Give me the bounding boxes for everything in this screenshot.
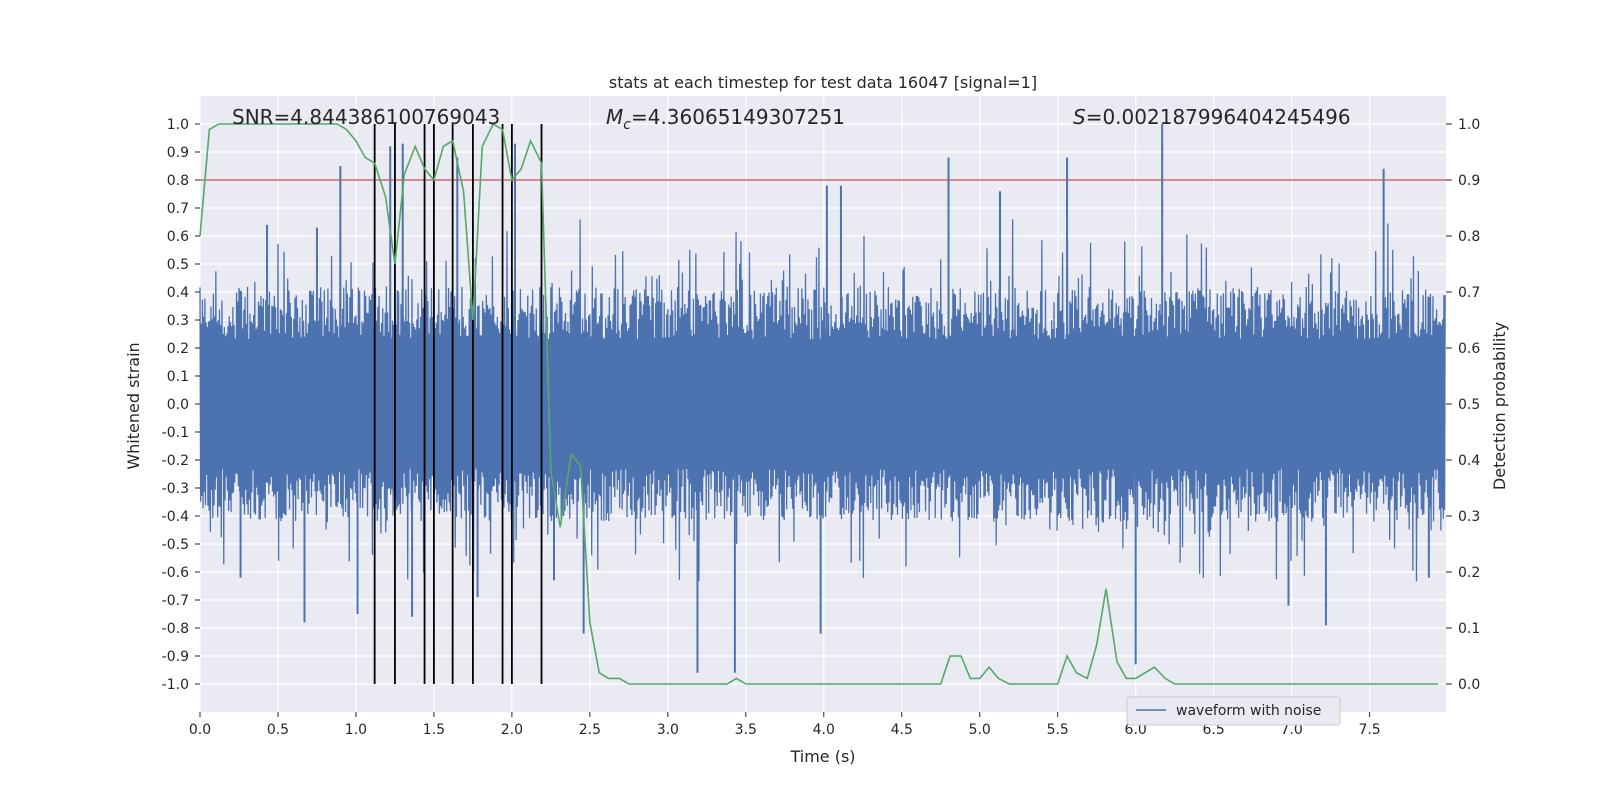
chart-title: stats at each timestep for test data 160…	[609, 73, 1037, 92]
y-tick-label: 0.7	[167, 201, 189, 217]
x-tick-label: 7.0	[1280, 722, 1302, 738]
x-tick-label: 3.0	[657, 722, 679, 738]
legend-box	[1126, 696, 1341, 726]
x-tick-label: 2.0	[501, 722, 523, 738]
y-tick-label: 0.3	[167, 313, 189, 329]
y2-tick-label: 0.1	[1458, 621, 1480, 637]
s-annotation: S=0.002187996404245496	[1073, 105, 1351, 129]
y2-tick-label: 0.9	[1458, 173, 1480, 189]
legend-label: waveform with noise	[1176, 703, 1321, 719]
y-tick-label: 0.2	[167, 341, 189, 357]
y2-tick-label: 0.0	[1458, 677, 1480, 693]
y-tick-label: 0.0	[167, 397, 189, 413]
y-tick-label: -0.5	[162, 537, 189, 553]
x-tick-label: 0.0	[189, 722, 211, 738]
y-tick-label: -0.6	[162, 565, 189, 581]
x-tick-label: 4.0	[813, 722, 835, 738]
y2-tick-label: 1.0	[1458, 117, 1480, 133]
x-tick-label: 1.0	[345, 722, 367, 738]
x-axis-label: Time (s)	[789, 747, 855, 766]
x-tick-label: 6.0	[1125, 722, 1147, 738]
y-tick-label: 0.9	[167, 145, 189, 161]
y-tick-label: 0.6	[167, 229, 189, 245]
y-tick-label: -0.9	[162, 649, 189, 665]
y-tick-label: -0.8	[162, 621, 189, 637]
y2-tick-label: 0.3	[1458, 509, 1480, 525]
x-tick-label: 5.5	[1047, 722, 1069, 738]
waveform-series	[199, 124, 1446, 673]
y-tick-label: -0.1	[162, 425, 189, 441]
y-tick-label: 0.8	[167, 173, 189, 189]
y-tick-label: 0.4	[167, 285, 189, 301]
x-tick-label: 0.5	[267, 722, 289, 738]
y-tick-label: -0.4	[162, 509, 189, 525]
y-tick-label: -0.2	[162, 453, 189, 469]
detection-probability-line	[199, 122, 1439, 685]
chirp-mass-annotation: Mc=4.36065149307251	[606, 105, 845, 133]
waveform-trace	[199, 219, 1446, 582]
x-tick-label: 5.0	[969, 722, 991, 738]
snr-annotation: SNR=4.844386100769043	[232, 105, 500, 129]
x-tick-label: 6.5	[1203, 722, 1225, 738]
y-tick-label: -0.3	[162, 481, 189, 497]
y2-axis-label: Detection probability	[1490, 322, 1509, 490]
x-tick-label: 1.5	[423, 722, 445, 738]
y-tick-label: 0.5	[167, 257, 189, 273]
y2-tick-label: 0.8	[1458, 229, 1480, 245]
y-axis-label: Whitened strain	[124, 342, 143, 469]
y2-tick-label: 0.5	[1458, 397, 1480, 413]
y-tick-label: -1.0	[162, 677, 189, 693]
y-tick-label: -0.7	[162, 593, 189, 609]
x-tick-label: 4.5	[891, 722, 913, 738]
x-axis-ticks: 0.0 0.5 1.0 1.5 2.0 2.5 3.0 3.5 4.0 4.5 5.0 5.5 6.0 6…	[189, 712, 1381, 738]
y2-tick-label: 0.6	[1458, 341, 1480, 357]
y2-tick-label: 0.4	[1458, 453, 1480, 469]
y-tick-label: 0.1	[167, 369, 189, 385]
y2-tick-label: 0.2	[1458, 565, 1480, 581]
y2-axis-ticks: 1.0 0.9 0.8 0.7 0.6 0.5 0.4 0.3 0.2 0.1 0.0	[1446, 117, 1480, 693]
x-tick-label: 2.5	[579, 722, 601, 738]
x-tick-label: 7.5	[1358, 722, 1380, 738]
y2-tick-label: 0.7	[1458, 285, 1480, 301]
y-tick-label: 1.0	[167, 117, 189, 133]
vertical-markers	[373, 124, 543, 684]
y-axis-ticks: 1.0 0.9 0.8 0.7 0.6 0.5 0.4 0.3 0.2 0.1 0.0 -0.1 -0.…	[162, 117, 200, 693]
x-tick-label: 3.5	[735, 722, 757, 738]
legend: waveform with noise	[1126, 696, 1341, 726]
